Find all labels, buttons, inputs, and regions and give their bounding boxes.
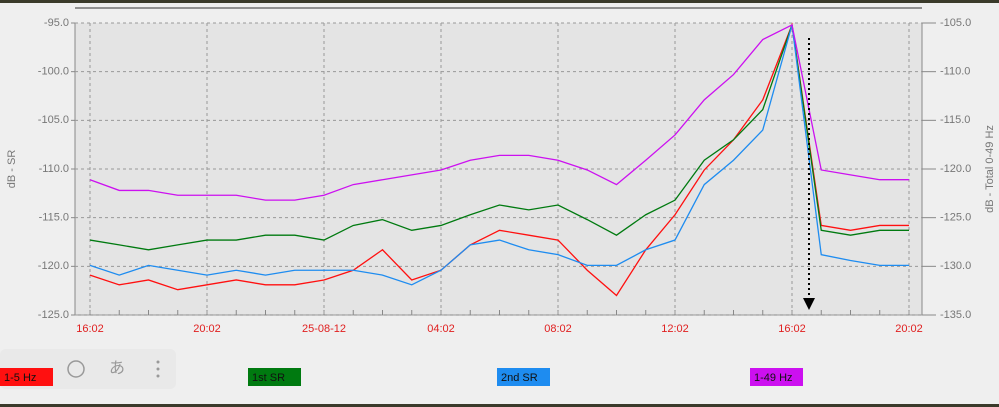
grid	[71, 22, 936, 316]
legend-swatch	[750, 368, 803, 386]
y-tick-label: -125.0	[38, 309, 69, 321]
y2-tick-label: -125.0	[940, 212, 971, 224]
series-line	[89, 24, 909, 286]
annotation-arrow	[803, 38, 815, 310]
legend-swatch	[248, 368, 301, 386]
y-tick-label: -105.0	[38, 114, 69, 126]
y2-tick-label: -105.0	[940, 17, 971, 29]
menu-dot[interactable]	[156, 367, 160, 371]
lines	[89, 22, 909, 297]
series-line	[89, 24, 909, 251]
x-tick-label: 20:02	[193, 323, 221, 335]
camera-icon[interactable]	[67, 360, 85, 378]
legend-label: 1-5 Hz	[4, 372, 36, 384]
legend-label: 2nd SR	[501, 372, 538, 384]
y-tick-label: -100.0	[38, 66, 69, 78]
y2-axis-label: dB - Total 0-49 Hz	[984, 125, 996, 213]
y-tick-label: -110.0	[39, 163, 69, 175]
x-tick-label: 12:02	[661, 323, 689, 335]
series-line	[89, 22, 909, 297]
x-tick-label: 20:02	[895, 323, 923, 335]
y2-tick-label: -130.0	[940, 260, 971, 272]
x-tick-label: 08:02	[544, 323, 572, 335]
y2-tick-label: -120.0	[940, 163, 971, 175]
x-tick-label: 16:02	[76, 323, 104, 335]
x-tick-label: 25-08-12	[302, 323, 346, 335]
y2-tick-label: -110.0	[940, 66, 970, 78]
toolbar-button[interactable]: あ	[109, 359, 125, 377]
arrow-head	[803, 298, 815, 310]
series-line	[89, 23, 909, 201]
bottom-strip	[0, 404, 999, 407]
y-axis-label: dB - SR	[6, 150, 18, 189]
x-tick-label: 04:02	[427, 323, 455, 335]
y-tick-label: -115.0	[39, 212, 69, 224]
y-tick-label: -120.0	[38, 260, 69, 272]
y-tick-label: -95.0	[44, 17, 69, 29]
legend-label: 1st SR	[252, 372, 285, 384]
legend-swatch	[497, 368, 550, 386]
menu-dot[interactable]	[156, 374, 160, 378]
y2-tick-label: -135.0	[940, 309, 971, 321]
plot-area	[75, 23, 922, 315]
y2-tick-label: -115.0	[940, 114, 970, 126]
legend-swatch	[0, 368, 53, 386]
menu-dot[interactable]	[156, 360, 160, 364]
top-strip	[0, 0, 999, 3]
x-tick-label: 16:02	[778, 323, 806, 335]
legend-label: 1-49 Hz	[754, 372, 793, 384]
